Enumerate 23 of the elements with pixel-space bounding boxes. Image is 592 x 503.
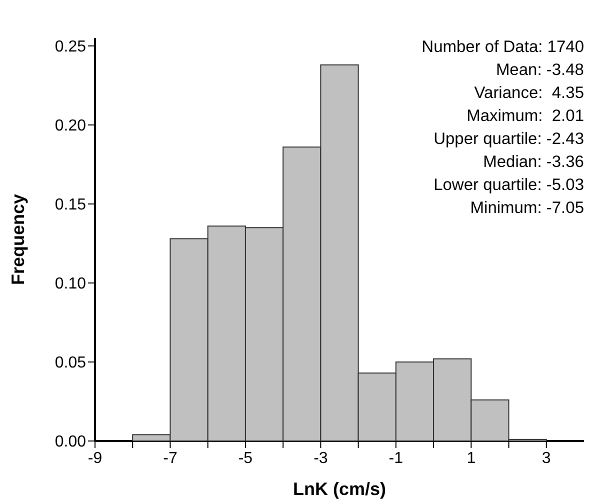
annotation: Maximum: 2.01 xyxy=(466,107,584,125)
y-tick-label: 0.00 xyxy=(54,434,86,451)
x-tick-label: -7 xyxy=(163,450,178,467)
x-tick-label: -1 xyxy=(388,450,404,467)
y-tick-label: 0.20 xyxy=(54,118,86,135)
annotation: Median: -3.36 xyxy=(483,153,584,171)
y-tick-label: 0.10 xyxy=(54,276,86,293)
y-axis-title: Frequency xyxy=(8,194,28,286)
x-tick-label: 1 xyxy=(466,450,476,467)
annotation: Variance: 4.35 xyxy=(474,84,584,102)
annotation: Upper quartile: -2.43 xyxy=(434,130,584,148)
y-tick-label: 0.25 xyxy=(54,38,86,56)
x-tick-label: -3 xyxy=(314,450,328,467)
x-tick-label: 3 xyxy=(542,450,551,467)
annotation: Minimum: -7.05 xyxy=(470,199,584,217)
x-tick-label: -9 xyxy=(88,450,102,467)
x-axis-title: LnK (cm/s) xyxy=(292,479,386,499)
y-tick-label: 0.15 xyxy=(54,196,86,214)
y-tick-label: 0.05 xyxy=(54,354,86,372)
annotation: Lower quartile: -5.03 xyxy=(434,176,584,194)
x-tick-label: -5 xyxy=(238,450,253,467)
annotation: Number of Data: 1740 xyxy=(422,38,584,56)
annotation: Mean: -3.48 xyxy=(496,61,584,79)
